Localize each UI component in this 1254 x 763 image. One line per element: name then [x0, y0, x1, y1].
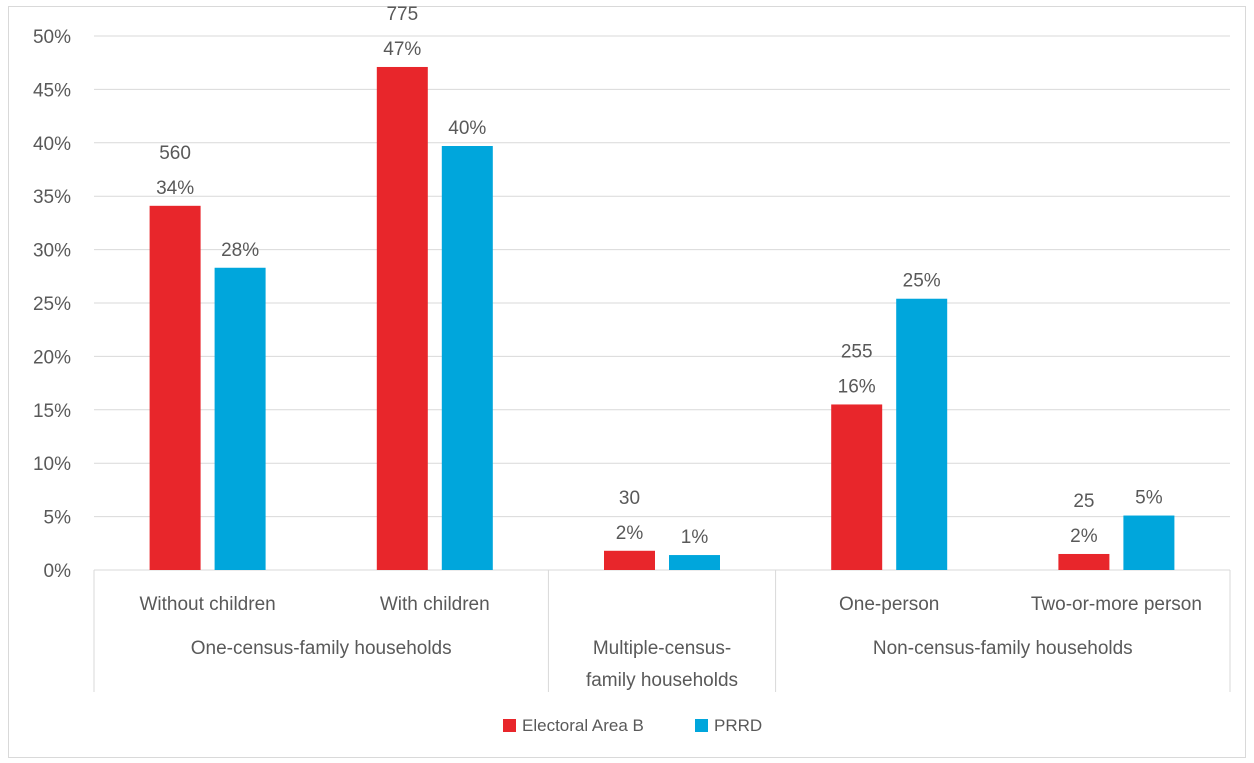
y-tick-label: 35% — [33, 187, 71, 208]
count-label: 30 — [619, 488, 640, 509]
group-label: Non-census-family households — [873, 638, 1133, 659]
group-label: Multiple-census-family households — [517, 638, 807, 659]
y-tick-label: 40% — [33, 134, 71, 155]
bar-prrd — [441, 146, 493, 570]
count-label: 775 — [386, 4, 418, 25]
y-tick-label: 45% — [33, 80, 71, 101]
legend-swatch — [695, 719, 708, 732]
legend-label: Electoral Area B — [522, 716, 644, 735]
bar-electoral-area-b — [1058, 553, 1110, 570]
data-label: 5% — [1135, 488, 1163, 509]
data-label: 47% — [383, 39, 421, 60]
legend-label: PRRD — [714, 716, 762, 735]
group-label-line-2: family households — [586, 670, 738, 691]
group-label-line-1: Multiple-census- — [593, 638, 731, 659]
y-tick-label: 15% — [33, 401, 71, 422]
data-label: 40% — [448, 118, 486, 139]
y-tick-label: 30% — [33, 241, 71, 262]
x-category-label: Without children — [139, 594, 275, 615]
bar-prrd — [896, 298, 948, 570]
x-category-label: Two-or-more person — [1031, 594, 1202, 615]
legend-swatch — [503, 719, 516, 732]
data-label: 16% — [838, 376, 876, 397]
data-label: 25% — [903, 271, 941, 292]
y-tick-label: 50% — [33, 27, 71, 48]
bar-electoral-area-b — [831, 404, 883, 570]
y-tick-label: 0% — [44, 561, 72, 582]
data-label: 1% — [681, 527, 709, 548]
count-label: 560 — [159, 143, 191, 164]
x-category-label: One-person — [839, 594, 939, 615]
data-label: 28% — [221, 240, 259, 261]
data-label: 34% — [156, 178, 194, 199]
y-tick-label: 25% — [33, 294, 71, 315]
bar-prrd — [214, 267, 266, 570]
y-tick-label: 20% — [33, 347, 71, 368]
x-category-label: With children — [380, 594, 490, 615]
bar-electoral-area-b — [376, 66, 428, 571]
y-tick-label: 5% — [44, 508, 72, 529]
data-label: 2% — [616, 523, 644, 544]
bar-electoral-area-b — [604, 550, 655, 570]
bar-prrd — [669, 555, 720, 570]
group-label: One-census-family households — [191, 638, 452, 659]
data-label: 2% — [1070, 526, 1098, 547]
chart-frame — [8, 6, 1246, 758]
y-tick-label: 10% — [33, 454, 71, 475]
bar-electoral-area-b — [149, 205, 201, 570]
count-label: 255 — [841, 341, 873, 362]
count-label: 25 — [1073, 491, 1094, 512]
bar-prrd — [1123, 515, 1175, 570]
